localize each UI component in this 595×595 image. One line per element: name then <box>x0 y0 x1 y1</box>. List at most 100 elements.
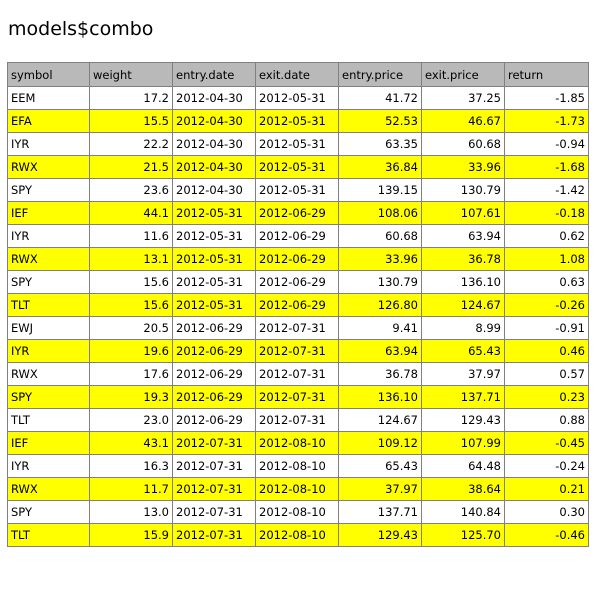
cell-symbol: EWJ <box>7 316 90 340</box>
cell-return: 1.08 <box>504 247 589 271</box>
cell-weight: 43.1 <box>89 431 173 455</box>
cell-symbol: SPY <box>7 385 90 409</box>
column-header-symbol: symbol <box>7 62 90 87</box>
cell-return: -0.24 <box>504 454 589 478</box>
cell-return: -1.68 <box>504 155 589 179</box>
cell-return: -0.26 <box>504 293 589 317</box>
table-row: TLT 15.9 2012-07-31 2012-08-10 129.43 125.70-… <box>7 523 589 547</box>
table-row: SPY 13.0 2012-07-31 2012-08-10 137.71 140.84 0… <box>7 500 589 524</box>
cell-return: 0.88 <box>504 408 589 432</box>
table-row: IYR 11.6 2012-05-31 2012-06-29 60.68 63.94 0.6… <box>7 224 589 248</box>
cell-exit-price: 107.99 <box>421 431 505 455</box>
cell-weight: 22.2 <box>89 132 173 156</box>
column-header-weight: weight <box>89 62 173 87</box>
cell-symbol: TLT <box>7 408 90 432</box>
cell-entry-date: 2012-05-31 <box>172 201 256 225</box>
cell-entry-price: 37.97 <box>338 477 422 501</box>
cell-exit-date: 2012-08-10 <box>255 523 339 547</box>
cell-entry-date: 2012-04-30 <box>172 132 256 156</box>
cell-entry-date: 2012-06-29 <box>172 362 256 386</box>
cell-entry-price: 129.43 <box>338 523 422 547</box>
table-body: EEM 17.2 2012-04-30 2012-05-31 41.72 37.25 -1.… <box>7 86 589 547</box>
cell-weight: 15.6 <box>89 293 173 317</box>
cell-return: -0.46 <box>504 523 589 547</box>
cell-exit-date: 2012-05-31 <box>255 132 339 156</box>
table-row: IYR 19.6 2012-06-29 2012-07-31 63.94 65.43 0.4… <box>7 339 589 363</box>
cell-entry-price: 60.68 <box>338 224 422 248</box>
table-row: EWJ 20.5 2012-06-29 2012-07-31 9.41 8.99 -0.91 <box>7 316 589 340</box>
cell-return: -0.18 <box>504 201 589 225</box>
cell-return: -1.73 <box>504 109 589 133</box>
cell-weight: 20.5 <box>89 316 173 340</box>
cell-entry-price: 136.10 <box>338 385 422 409</box>
cell-return: 0.62 <box>504 224 589 248</box>
cell-entry-date: 2012-07-31 <box>172 523 256 547</box>
cell-entry-date: 2012-06-29 <box>172 339 256 363</box>
cell-entry-price: 52.53 <box>338 109 422 133</box>
cell-entry-date: 2012-04-30 <box>172 155 256 179</box>
cell-return: 0.23 <box>504 385 589 409</box>
cell-entry-price: 33.96 <box>338 247 422 271</box>
cell-exit-date: 2012-08-10 <box>255 477 339 501</box>
cell-exit-price: 37.97 <box>421 362 505 386</box>
cell-return: -0.91 <box>504 316 589 340</box>
cell-entry-date: 2012-07-31 <box>172 500 256 524</box>
cell-exit-price: 36.78 <box>421 247 505 271</box>
cell-exit-date: 2012-07-31 <box>255 408 339 432</box>
cell-exit-date: 2012-08-10 <box>255 431 339 455</box>
table-row: RWX 11.7 2012-07-31 2012-08-10 37.97 38.64 0.2… <box>7 477 589 501</box>
cell-weight: 11.7 <box>89 477 173 501</box>
cell-weight: 23.0 <box>89 408 173 432</box>
table-row: RWX 13.1 2012-05-31 2012-06-29 33.96 36.78 1.0… <box>7 247 589 271</box>
cell-exit-date: 2012-06-29 <box>255 293 339 317</box>
cell-weight: 16.3 <box>89 454 173 478</box>
cell-return: -1.85 <box>504 86 589 110</box>
table-row: IEF 44.1 2012-05-31 2012-06-29 108.06 107.61-… <box>7 201 589 225</box>
cell-symbol: RWX <box>7 362 90 386</box>
cell-symbol: TLT <box>7 293 90 317</box>
cell-entry-price: 109.12 <box>338 431 422 455</box>
cell-weight: 15.5 <box>89 109 173 133</box>
cell-return: -0.94 <box>504 132 589 156</box>
cell-return: 0.21 <box>504 477 589 501</box>
cell-symbol: SPY <box>7 270 90 294</box>
cell-exit-price: 124.67 <box>421 293 505 317</box>
cell-entry-date: 2012-06-29 <box>172 408 256 432</box>
cell-exit-price: 129.43 <box>421 408 505 432</box>
table-row: EEM 17.2 2012-04-30 2012-05-31 41.72 37.25 -1.… <box>7 86 589 110</box>
cell-exit-date: 2012-06-29 <box>255 247 339 271</box>
cell-exit-price: 107.61 <box>421 201 505 225</box>
cell-symbol: RWX <box>7 155 90 179</box>
cell-entry-date: 2012-06-29 <box>172 385 256 409</box>
cell-weight: 17.6 <box>89 362 173 386</box>
table-row: SPY 15.6 2012-05-31 2012-06-29 130.79 136.10 0… <box>7 270 589 294</box>
cell-entry-price: 124.67 <box>338 408 422 432</box>
cell-symbol: IYR <box>7 224 90 248</box>
cell-entry-date: 2012-04-30 <box>172 178 256 202</box>
cell-exit-price: 46.67 <box>421 109 505 133</box>
column-header-entry-date: entry.date <box>172 62 256 87</box>
table-row: RWX 21.5 2012-04-30 2012-05-31 36.84 33.96 -1.… <box>7 155 589 179</box>
cell-entry-date: 2012-05-31 <box>172 270 256 294</box>
cell-entry-price: 36.84 <box>338 155 422 179</box>
cell-symbol: TLT <box>7 523 90 547</box>
cell-entry-date: 2012-05-31 <box>172 293 256 317</box>
cell-exit-price: 136.10 <box>421 270 505 294</box>
cell-weight: 21.5 <box>89 155 173 179</box>
cell-return: 0.63 <box>504 270 589 294</box>
cell-exit-date: 2012-06-29 <box>255 224 339 248</box>
cell-symbol: IYR <box>7 132 90 156</box>
cell-return: 0.46 <box>504 339 589 363</box>
cell-exit-date: 2012-05-31 <box>255 155 339 179</box>
cell-weight: 19.3 <box>89 385 173 409</box>
cell-exit-price: 64.48 <box>421 454 505 478</box>
cell-weight: 44.1 <box>89 201 173 225</box>
cell-entry-date: 2012-05-31 <box>172 224 256 248</box>
cell-weight: 13.1 <box>89 247 173 271</box>
table-row: SPY 23.6 2012-04-30 2012-05-31 139.15 130.79-… <box>7 178 589 202</box>
cell-entry-price: 108.06 <box>338 201 422 225</box>
column-header-exit-price: exit.price <box>421 62 505 87</box>
cell-weight: 17.2 <box>89 86 173 110</box>
table-row: IYR 22.2 2012-04-30 2012-05-31 63.35 60.68 -0.… <box>7 132 589 156</box>
column-header-exit-date: exit.date <box>255 62 339 87</box>
